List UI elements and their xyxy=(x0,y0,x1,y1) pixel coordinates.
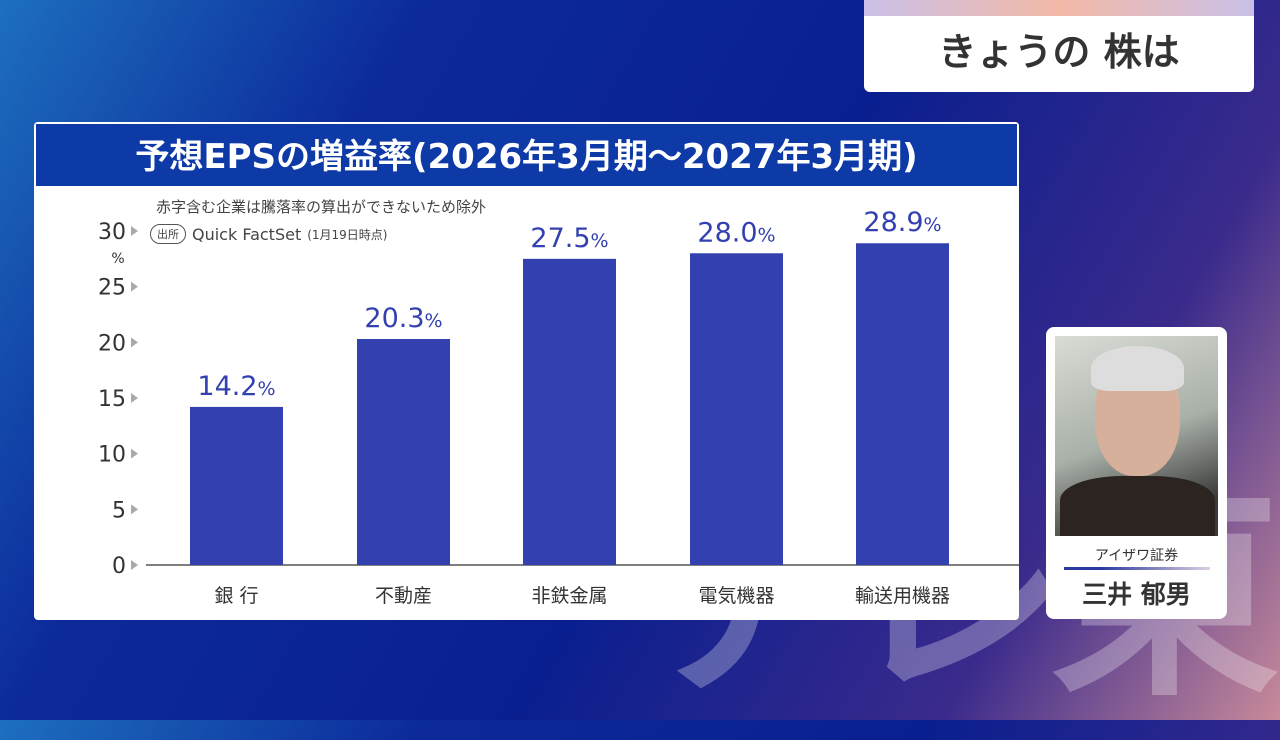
y-tick-arrow-icon xyxy=(131,504,138,515)
y-tick-label: 30 xyxy=(98,220,126,245)
commentator-firm: アイザワ証券 xyxy=(1094,548,1179,564)
y-tick-label: 20 xyxy=(98,331,126,356)
bar xyxy=(856,243,949,565)
chart-note: 赤字含む企業は騰落率の算出ができないため除外 xyxy=(156,198,487,216)
data-label: 14.2% xyxy=(197,371,275,402)
source-badge: 出所 xyxy=(150,224,186,244)
y-tick-label: 5 xyxy=(112,498,126,523)
commentator-card: アイザワ証券 三井 郁男 xyxy=(1046,327,1227,619)
chart-source: 出所 Quick FactSet (1月19日時点) xyxy=(150,224,388,244)
data-label-unit: % xyxy=(924,214,942,236)
x-tick-label: 輸送用機器 xyxy=(855,585,950,607)
y-tick-label: 0 xyxy=(112,554,126,579)
y-tick-arrow-icon xyxy=(131,226,138,236)
data-label-value: 28.0 xyxy=(697,217,757,248)
data-label-value: 27.5 xyxy=(530,223,590,254)
data-label-unit: % xyxy=(258,378,276,400)
data-label-unit: % xyxy=(425,310,443,332)
source-name: Quick FactSet xyxy=(192,224,302,244)
y-tick-arrow-icon xyxy=(131,448,138,459)
data-label: 27.5% xyxy=(530,223,608,254)
bar xyxy=(690,253,783,565)
y-tick-label: 15 xyxy=(98,387,126,412)
commentator-photo xyxy=(1055,336,1218,536)
x-tick-label: 不動産 xyxy=(375,585,432,607)
chart-title: 予想EPSの増益率(2026年3月期〜2027年3月期) xyxy=(34,122,1019,188)
data-label-value: 28.9 xyxy=(863,207,923,238)
source-date: (1月19日時点) xyxy=(307,227,388,242)
data-label-unit: % xyxy=(758,224,776,246)
data-label-value: 20.3 xyxy=(364,303,424,334)
y-tick-arrow-icon xyxy=(131,393,138,403)
y-tick-label: 25 xyxy=(98,276,126,301)
data-label: 28.9% xyxy=(863,207,941,238)
x-tick-label: 銀 行 xyxy=(214,585,258,607)
data-label: 20.3% xyxy=(364,303,442,334)
commentator-name: 三井 郁男 xyxy=(1082,580,1191,609)
y-tick-arrow-icon xyxy=(131,281,138,292)
y-tick-arrow-icon xyxy=(131,560,138,570)
segment-title: きょうの 株は xyxy=(938,30,1180,74)
segment-title-banner: きょうの 株は xyxy=(864,0,1254,92)
data-label-value: 14.2 xyxy=(197,371,257,402)
chart-card: 予想EPSの増益率(2026年3月期〜2027年3月期) 赤字含む企業は騰落率の… xyxy=(34,122,1019,620)
y-tick-arrow-icon xyxy=(131,337,138,348)
x-tick-label: 非鉄金属 xyxy=(531,585,607,607)
y-axis-unit: % xyxy=(111,251,124,267)
bar xyxy=(523,258,616,565)
bar xyxy=(190,406,283,565)
data-label-unit: % xyxy=(591,230,609,252)
y-tick-label: 10 xyxy=(98,443,126,468)
bar xyxy=(357,338,450,565)
data-label: 28.0% xyxy=(697,217,775,248)
x-tick-label: 電気機器 xyxy=(698,585,774,607)
